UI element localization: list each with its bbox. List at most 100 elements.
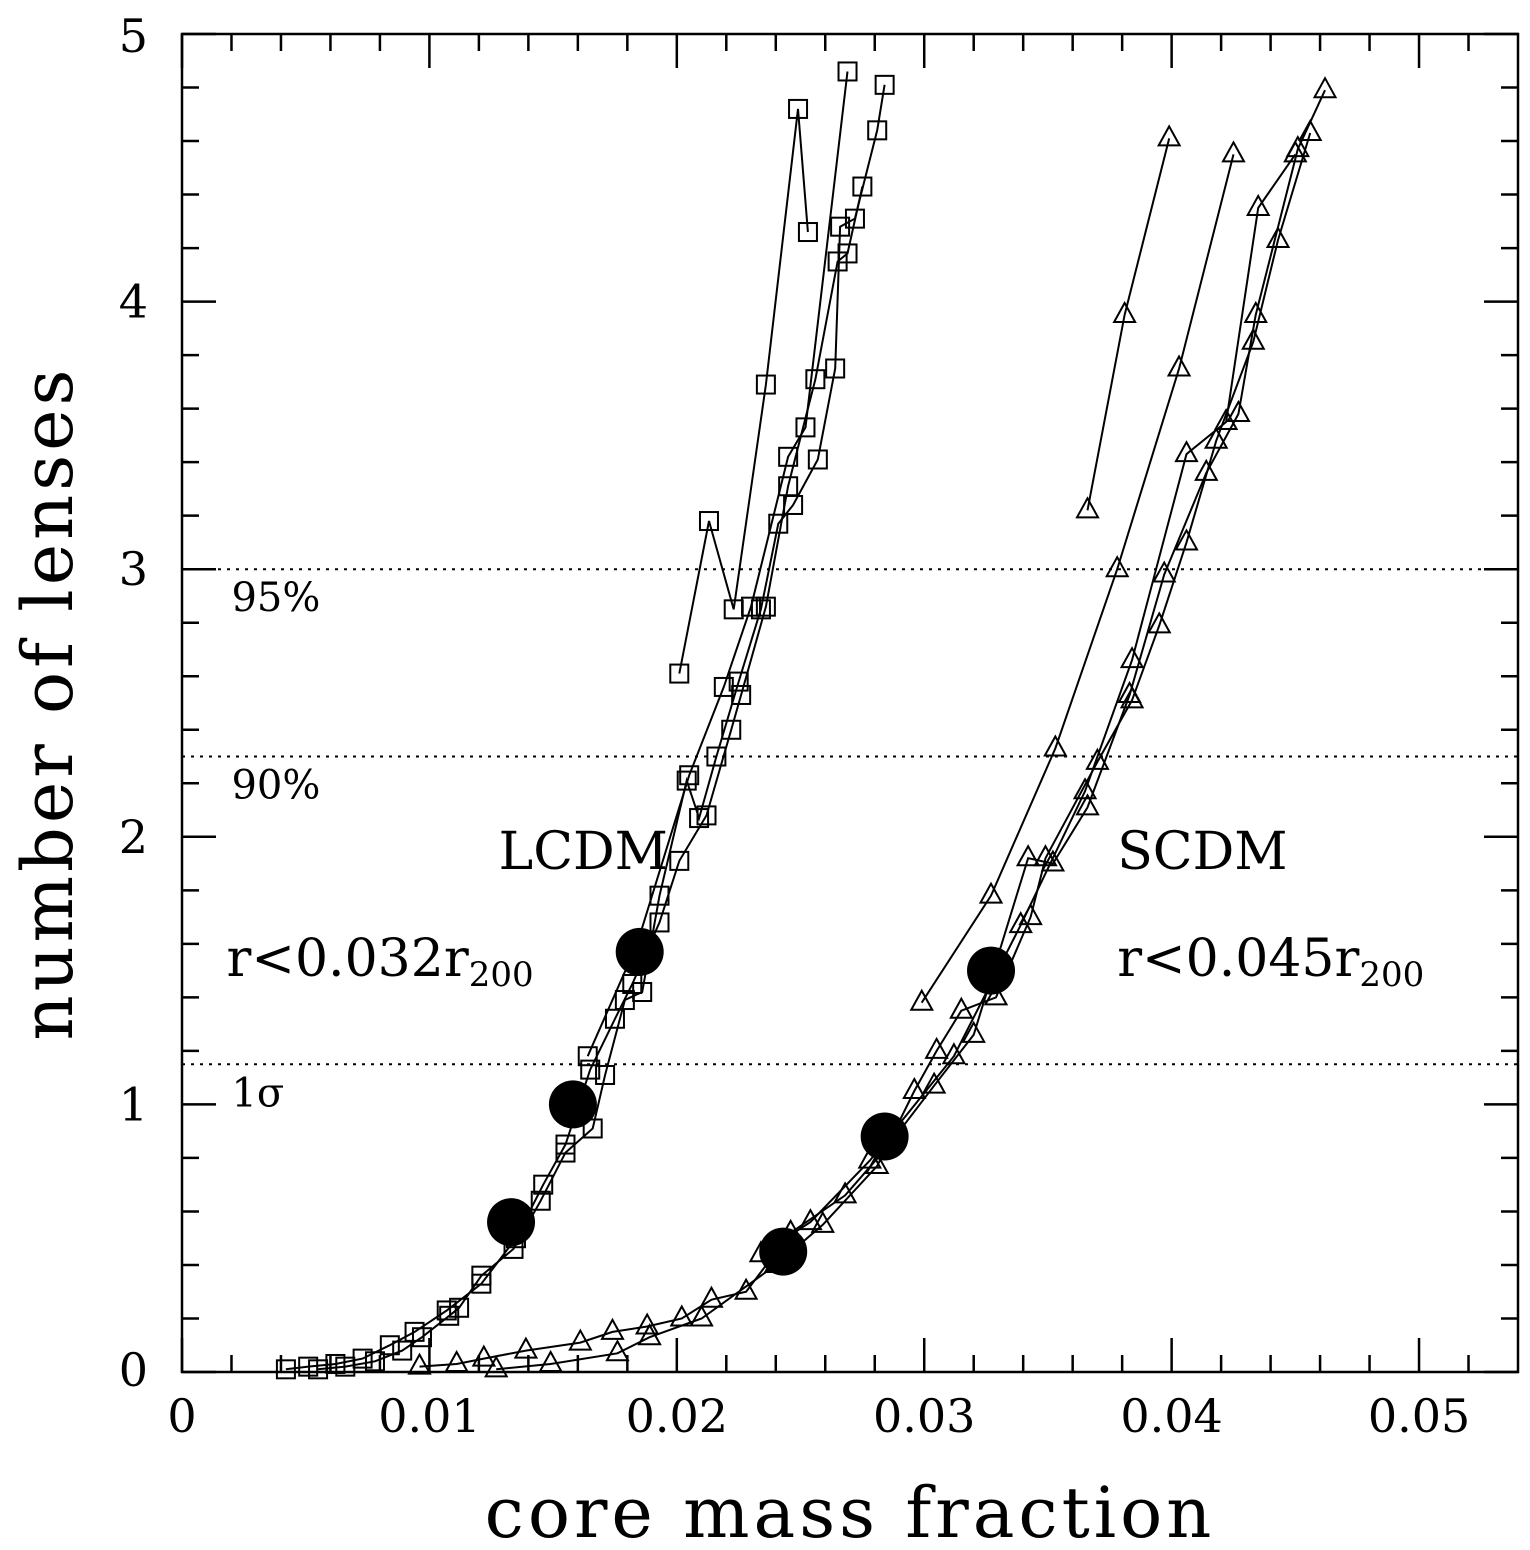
series-curve-group xyxy=(920,154,1235,1004)
triangle-marker xyxy=(1040,849,1066,872)
triangle-marker xyxy=(699,1285,724,1308)
square-marker xyxy=(669,850,690,871)
y-tick-label: 2 xyxy=(119,810,148,864)
triangle-marker xyxy=(1241,327,1266,350)
triangle-marker xyxy=(909,988,934,1011)
square-marker xyxy=(844,208,865,229)
x-tick-label: 0.03 xyxy=(873,1389,975,1443)
series-curve xyxy=(1086,138,1171,511)
square-marker xyxy=(755,374,776,395)
series-curve xyxy=(678,108,809,674)
triangle-marker xyxy=(983,983,1009,1006)
reference-label: 95% xyxy=(231,575,320,621)
square-marker xyxy=(669,663,690,684)
series-curve-group xyxy=(318,84,886,1371)
triangle-marker xyxy=(1156,124,1182,147)
square-marker xyxy=(825,358,846,379)
x-tick-label: 0.05 xyxy=(1368,1389,1470,1443)
square-marker xyxy=(778,476,799,497)
triangle-marker xyxy=(1265,225,1291,249)
square-marker xyxy=(778,446,799,467)
x-tick-label: 0 xyxy=(167,1389,196,1443)
triangle-marker xyxy=(832,1181,858,1204)
series-curve xyxy=(419,89,1326,1368)
axis-ticks xyxy=(180,32,1518,1374)
triangle-marker xyxy=(798,1208,823,1231)
y-axis-title: number of lenses xyxy=(7,366,89,1041)
triangle-marker xyxy=(568,1328,593,1351)
triangle-marker xyxy=(902,1076,927,1100)
square-marker xyxy=(768,513,789,534)
triangle-marker xyxy=(1213,407,1239,431)
triangle-marker xyxy=(1283,140,1308,163)
square-marker xyxy=(411,1327,432,1348)
square-marker xyxy=(649,912,670,933)
filled-circle-marker xyxy=(860,1112,909,1161)
triangle-marker xyxy=(1297,118,1323,142)
series-curve xyxy=(920,154,1235,1004)
series-curve xyxy=(285,186,864,1371)
square-marker xyxy=(580,1059,601,1080)
square-marker xyxy=(533,1174,554,1195)
y-tick-label: 1 xyxy=(119,1077,148,1131)
series-curve-group xyxy=(285,186,864,1371)
reference-labels: 95% 90% 1σ xyxy=(231,575,320,1116)
plot-frame xyxy=(180,32,1520,1374)
square-marker xyxy=(676,770,697,791)
chart-annotation: LCDM xyxy=(499,822,668,882)
triangle-marker xyxy=(471,1344,497,1367)
reference-lines xyxy=(182,568,1518,1066)
square-marker xyxy=(788,98,809,119)
square-marker xyxy=(404,1321,425,1342)
square-marker xyxy=(783,494,804,515)
triangle-marker xyxy=(1008,911,1033,934)
square-marker xyxy=(471,1265,492,1286)
square-marker xyxy=(721,719,742,740)
triangle-marker xyxy=(513,1336,539,1359)
triangle-marker xyxy=(1075,496,1100,519)
chart-annotation: r<0.032r200 xyxy=(227,929,534,995)
triangle-marker xyxy=(1174,528,1199,551)
chart-annotation: r<0.045r200 xyxy=(1117,929,1424,995)
triangle-marker xyxy=(1312,76,1338,99)
filled-circle-marker xyxy=(759,1227,808,1276)
square-marker xyxy=(698,511,719,532)
filled-circle-marker xyxy=(615,927,664,976)
filled-circle-marker xyxy=(487,1198,536,1247)
triangle-marker xyxy=(1075,793,1100,816)
triangle-marker xyxy=(941,1042,967,1065)
series-curve xyxy=(586,71,849,1057)
chart-annotation: SCDM xyxy=(1117,822,1287,882)
square-marker xyxy=(741,596,762,617)
triangle-marker xyxy=(538,1349,563,1372)
square-marker xyxy=(852,176,873,197)
filled-circle-marker xyxy=(967,946,1016,995)
triangle-marker xyxy=(1174,440,1199,463)
y-tick-label: 5 xyxy=(119,9,148,63)
triangle-marker xyxy=(1119,646,1145,669)
triangle-marker xyxy=(637,1323,662,1346)
triangle-marker xyxy=(1085,747,1110,770)
x-tick-labels: 0 0.01 0.02 0.03 0.04 0.05 xyxy=(167,1389,1470,1443)
triangle-marker xyxy=(1117,680,1142,703)
square-marker xyxy=(582,1118,603,1139)
square-marker xyxy=(632,982,653,1003)
square-marker xyxy=(335,1356,356,1377)
square-marker xyxy=(797,222,818,243)
triangle-marker xyxy=(1194,458,1219,481)
square-marker xyxy=(807,449,828,470)
y-tick-label: 4 xyxy=(119,275,148,329)
square-marker xyxy=(728,671,749,692)
filled-circle-marker xyxy=(548,1080,597,1129)
triangle-marker xyxy=(1105,555,1130,578)
x-tick-label: 0.01 xyxy=(378,1389,480,1443)
triangle-marker xyxy=(1072,777,1098,800)
square-marker xyxy=(755,596,776,617)
square-marker xyxy=(364,1351,385,1372)
square-marker xyxy=(795,417,816,438)
square-marker xyxy=(436,1300,457,1321)
y-tick-label: 0 xyxy=(119,1343,148,1397)
triangle-marker xyxy=(1246,193,1271,216)
square-marker xyxy=(874,74,895,95)
series-markers xyxy=(275,61,1338,1380)
